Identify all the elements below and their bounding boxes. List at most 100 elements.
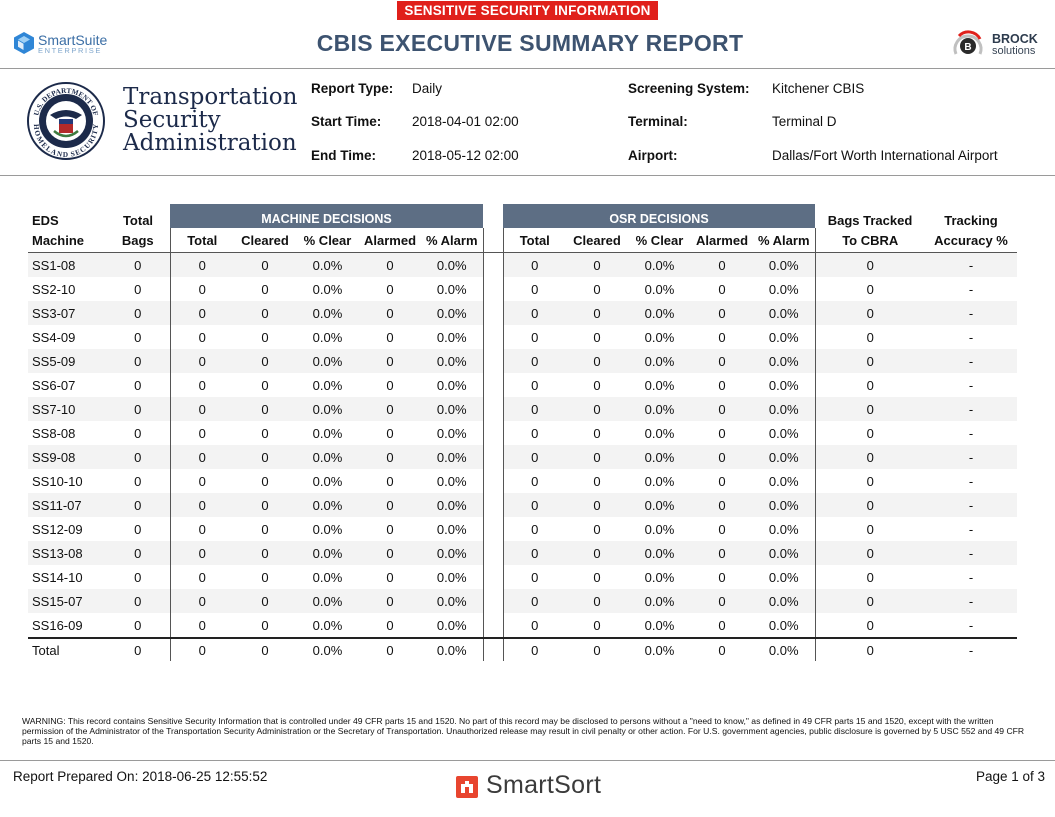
cell-machine-cleared: 0	[261, 377, 269, 393]
cell-osr-pct-alarm: 0.0%	[768, 473, 799, 489]
cell-osr-cleared: 0	[593, 521, 601, 537]
group-gap	[482, 613, 503, 638]
cell-osr-pct-clear: 0.0%	[628, 445, 691, 469]
cell-machine-pct-clear: 0.0%	[312, 521, 343, 537]
cell-eds-machine: SS6-07	[32, 377, 76, 393]
cell-machine-pct-alarm: 0.0%	[421, 637, 483, 661]
cell-machine-pct-alarm: 0.0%	[436, 473, 467, 489]
cell-machine-cleared: 0	[234, 301, 296, 325]
cell-machine-pct-clear: 0.0%	[312, 617, 343, 633]
cell-machine-pct-alarm: 0.0%	[421, 252, 483, 277]
brock-line1: BROCK	[992, 32, 1038, 46]
cell-tracking-accuracy: -	[925, 493, 1017, 517]
cell-osr-pct-alarm: 0.0%	[753, 589, 815, 613]
eds-header-line1: EDS	[32, 213, 59, 228]
smartsuite-hex-icon	[14, 32, 34, 54]
cell-tracking-accuracy: -	[925, 589, 1017, 613]
cell-osr-alarmed: 0	[718, 569, 726, 585]
cell-osr-pct-alarm: 0.0%	[753, 397, 815, 421]
cell-machine-total: 0	[169, 277, 234, 301]
cell-osr-alarmed: 0	[718, 473, 726, 489]
cell-bags-tracked-cbra: 0	[814, 589, 925, 613]
total-bags-header-line1: Total	[122, 213, 154, 228]
cell-eds-machine: SS11-07	[28, 493, 106, 517]
cell-tracking-accuracy: -	[925, 349, 1017, 373]
cell-osr-pct-clear: 0.0%	[628, 589, 691, 613]
cell-machine-alarmed: 0	[359, 301, 421, 325]
group-gap	[482, 541, 503, 565]
cell-tracking-accuracy: -	[925, 541, 1017, 565]
cell-machine-pct-alarm: 0.0%	[436, 329, 467, 345]
group-gap	[482, 589, 503, 613]
cell-osr-cleared: 0	[593, 377, 601, 393]
cell-osr-alarmed: 0	[691, 541, 753, 565]
cell-osr-alarmed: 0	[718, 425, 726, 441]
cell-tracking-accuracy: -	[968, 617, 974, 633]
cell-tracking-accuracy: -	[925, 397, 1017, 421]
cell-eds-machine: SS5-09	[28, 349, 106, 373]
cell-machine-pct-clear: 0.0%	[296, 397, 359, 421]
cell-osr-total: 0	[502, 541, 566, 565]
cell-osr-alarmed: 0	[691, 493, 753, 517]
cell-eds-machine: SS4-09	[32, 329, 76, 345]
cell-machine-pct-clear: 0.0%	[296, 637, 359, 661]
cell-machine-alarmed: 0	[359, 637, 421, 661]
cell-tracking-accuracy: -	[925, 301, 1017, 325]
cell-total-bags: 0	[134, 281, 142, 297]
cell-machine-pct-clear: 0.0%	[296, 252, 359, 277]
cell-osr-cleared: 0	[593, 329, 601, 345]
group-gap	[482, 373, 503, 397]
smartsuite-sub: ENTERPRISE	[38, 46, 102, 55]
osr-pct-alarm-header: % Alarm	[753, 228, 815, 253]
cell-eds-machine: SS2-10	[32, 281, 76, 297]
osr-pct-clear-header: % Clear	[628, 228, 691, 253]
cell-eds-machine: SS3-07	[28, 301, 106, 325]
cell-machine-pct-clear: 0.0%	[312, 377, 343, 393]
machine-alarmed-header: Alarmed	[359, 228, 421, 253]
cell-machine-total: 0	[169, 421, 234, 445]
table-row: SS8-08 0 0 0 0.0% 0 0.0% 0 0 0.0% 0 0.0% 0 -	[28, 421, 1017, 445]
cell-machine-total: 0	[169, 445, 234, 469]
cell-machine-pct-clear: 0.0%	[296, 541, 359, 565]
screening-system-value: Kitchener CBIS	[772, 81, 865, 96]
cell-machine-pct-alarm: 0.0%	[436, 281, 467, 297]
cell-machine-alarmed: 0	[359, 541, 421, 565]
cell-osr-pct-clear: 0.0%	[628, 301, 691, 325]
cell-bags-tracked-cbra: 0	[814, 373, 925, 397]
cell-tracking-accuracy: -	[968, 521, 974, 537]
cell-total-bags: 0	[134, 377, 142, 393]
cell-machine-pct-alarm: 0.0%	[421, 301, 483, 325]
cell-machine-alarmed: 0	[386, 473, 394, 489]
cell-machine-total: 0	[169, 541, 234, 565]
cell-machine-alarmed: 0	[359, 493, 421, 517]
cell-machine-cleared: 0	[234, 637, 296, 661]
cell-tracking-accuracy: -	[968, 377, 974, 393]
cell-osr-pct-clear: 0.0%	[628, 637, 691, 661]
cell-bags-tracked-cbra: 0	[814, 517, 925, 541]
cell-total-bags: 0	[134, 425, 142, 441]
osr-decisions-header: OSR DECISIONS	[503, 204, 815, 228]
cell-osr-pct-clear: 0.0%	[644, 281, 675, 297]
cell-machine-alarmed: 0	[359, 589, 421, 613]
machine-pct-alarm-header: % Alarm	[421, 228, 483, 253]
cell-eds-machine: SS9-08	[28, 445, 106, 469]
screening-system-label: Screening System:	[628, 81, 750, 96]
cell-machine-pct-alarm: 0.0%	[421, 541, 483, 565]
cell-machine-alarmed: 0	[386, 377, 394, 393]
cell-bags-tracked-cbra: 0	[814, 541, 925, 565]
cell-machine-pct-clear: 0.0%	[312, 425, 343, 441]
cell-osr-alarmed: 0	[691, 349, 753, 373]
airport-value: Dallas/Fort Worth International Airport	[772, 148, 998, 163]
cell-machine-cleared: 0	[234, 541, 296, 565]
osr-total-header: Total	[502, 228, 566, 253]
tracking-accuracy-header-line1: Tracking	[944, 213, 998, 228]
cell-osr-cleared: 0	[593, 473, 601, 489]
page-number: Page 1 of 3	[975, 769, 1045, 784]
group-gap	[482, 469, 503, 493]
cell-osr-alarmed: 0	[691, 445, 753, 469]
osr-alarmed-header: Alarmed	[691, 228, 753, 253]
terminal-label: Terminal:	[628, 114, 688, 129]
end-time-label: End Time:	[311, 148, 377, 163]
cell-osr-alarmed: 0	[691, 252, 753, 277]
cell-eds-machine: SS13-08	[28, 541, 106, 565]
